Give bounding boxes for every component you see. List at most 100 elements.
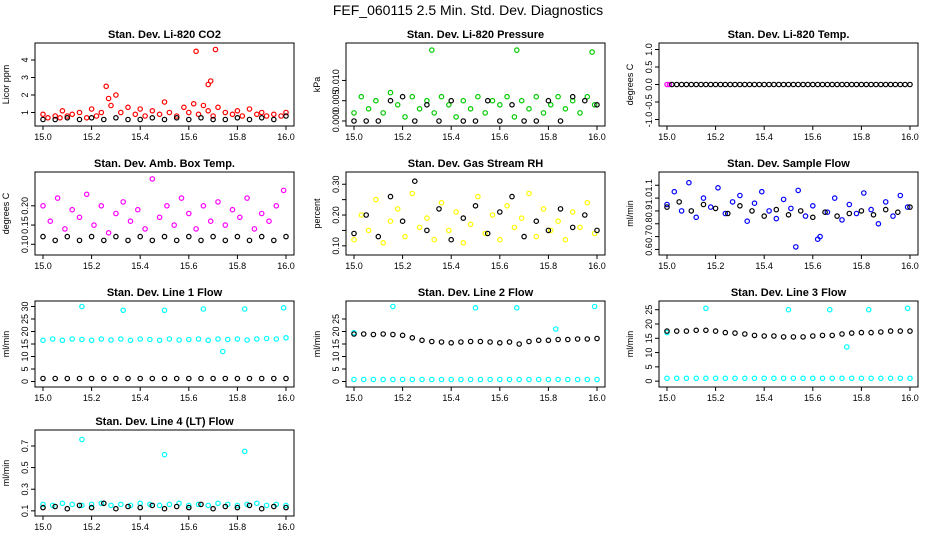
- data-point: [120, 199, 127, 205]
- data-point: [253, 111, 260, 118]
- data-point: [156, 214, 163, 221]
- data-point: [831, 195, 838, 201]
- data-point: [54, 195, 61, 201]
- data-point: [113, 92, 119, 98]
- data-point: [373, 196, 379, 203]
- x-tick-label: 16.0: [277, 132, 295, 142]
- data-point: [751, 81, 758, 88]
- data-point: [698, 81, 704, 88]
- data-point: [594, 335, 600, 342]
- data-point: [52, 237, 59, 244]
- data-point: [222, 237, 229, 244]
- plot-frame: [345, 42, 606, 127]
- y-axis-label: degrees C: [625, 63, 635, 105]
- data-point: [40, 501, 46, 508]
- data-point: [283, 109, 289, 116]
- data-point: [118, 336, 124, 342]
- data-point: [882, 81, 889, 88]
- data-point: [693, 327, 700, 334]
- data-point: [210, 375, 216, 382]
- data-point: [693, 214, 700, 221]
- data-point: [113, 210, 119, 217]
- data-point: [176, 337, 182, 343]
- data-point: [800, 375, 806, 382]
- data-point: [467, 376, 474, 383]
- data-point: [273, 336, 280, 342]
- data-point: [220, 348, 226, 355]
- data-point: [744, 218, 751, 225]
- data-point: [101, 375, 107, 382]
- data-point: [521, 233, 527, 240]
- x-tick-label: 15.2: [394, 261, 412, 271]
- y-tick-label: 20: [20, 326, 30, 336]
- data-point: [210, 233, 216, 240]
- data-point: [785, 306, 792, 313]
- y-tick-label: 0.10: [331, 237, 341, 255]
- data-point: [246, 106, 253, 112]
- data-point: [453, 114, 459, 120]
- data-point: [535, 337, 542, 344]
- data-point: [370, 331, 377, 338]
- series-cyan: [664, 305, 913, 382]
- y-tick-label: 25: [644, 305, 654, 315]
- x-tick-label: 15.2: [707, 261, 725, 271]
- data-point: [149, 115, 156, 121]
- x-tick-label: 16.0: [277, 261, 295, 271]
- data-point: [363, 212, 370, 218]
- data-point: [234, 108, 241, 114]
- data-point: [241, 448, 248, 455]
- data-point: [222, 109, 229, 116]
- data-point: [390, 331, 396, 338]
- data-point: [533, 118, 540, 124]
- x-tick-label: 15.6: [491, 132, 509, 142]
- data-point: [69, 111, 76, 118]
- data-point: [358, 93, 365, 100]
- data-point: [40, 111, 46, 118]
- y-tick-label: 20: [644, 319, 654, 329]
- data-point: [664, 328, 670, 334]
- data-point: [436, 206, 442, 212]
- data-point: [173, 113, 180, 119]
- chart-title: Stan. Dev. Gas Stream RH: [408, 158, 544, 170]
- x-tick-label: 15.6: [180, 522, 198, 532]
- data-point: [370, 376, 377, 383]
- data-point: [800, 334, 806, 340]
- data-point: [843, 81, 850, 88]
- data-point: [239, 113, 246, 119]
- data-point: [394, 206, 401, 212]
- data-point: [40, 375, 46, 382]
- data-point: [581, 212, 588, 218]
- data-point: [93, 113, 100, 119]
- data-point: [40, 203, 46, 209]
- data-point: [591, 303, 598, 310]
- data-point: [788, 205, 794, 212]
- data-point: [683, 375, 690, 382]
- data-point: [809, 333, 816, 339]
- data-point: [834, 213, 840, 219]
- data-point: [790, 81, 797, 88]
- data-point: [205, 108, 212, 114]
- data-point: [280, 187, 287, 194]
- data-point: [88, 375, 95, 382]
- data-point: [749, 208, 755, 214]
- data-point: [741, 375, 748, 382]
- data-point: [205, 502, 212, 509]
- data-point: [210, 505, 216, 512]
- x-tick-label: 15.2: [83, 261, 101, 271]
- data-point: [589, 49, 595, 55]
- data-point: [373, 97, 379, 104]
- data-point: [569, 209, 576, 215]
- series-cyan: [40, 436, 289, 509]
- x-tick-label: 15.0: [345, 393, 363, 403]
- data-point: [263, 502, 270, 509]
- data-point: [186, 233, 192, 240]
- data-point: [722, 81, 729, 88]
- data-point: [156, 111, 163, 118]
- data-point: [780, 81, 787, 88]
- data-point: [88, 106, 95, 112]
- plot-frame: [34, 300, 295, 388]
- series-red: [40, 46, 289, 121]
- data-point: [445, 227, 452, 234]
- data-point: [785, 81, 792, 88]
- data-point: [365, 227, 372, 234]
